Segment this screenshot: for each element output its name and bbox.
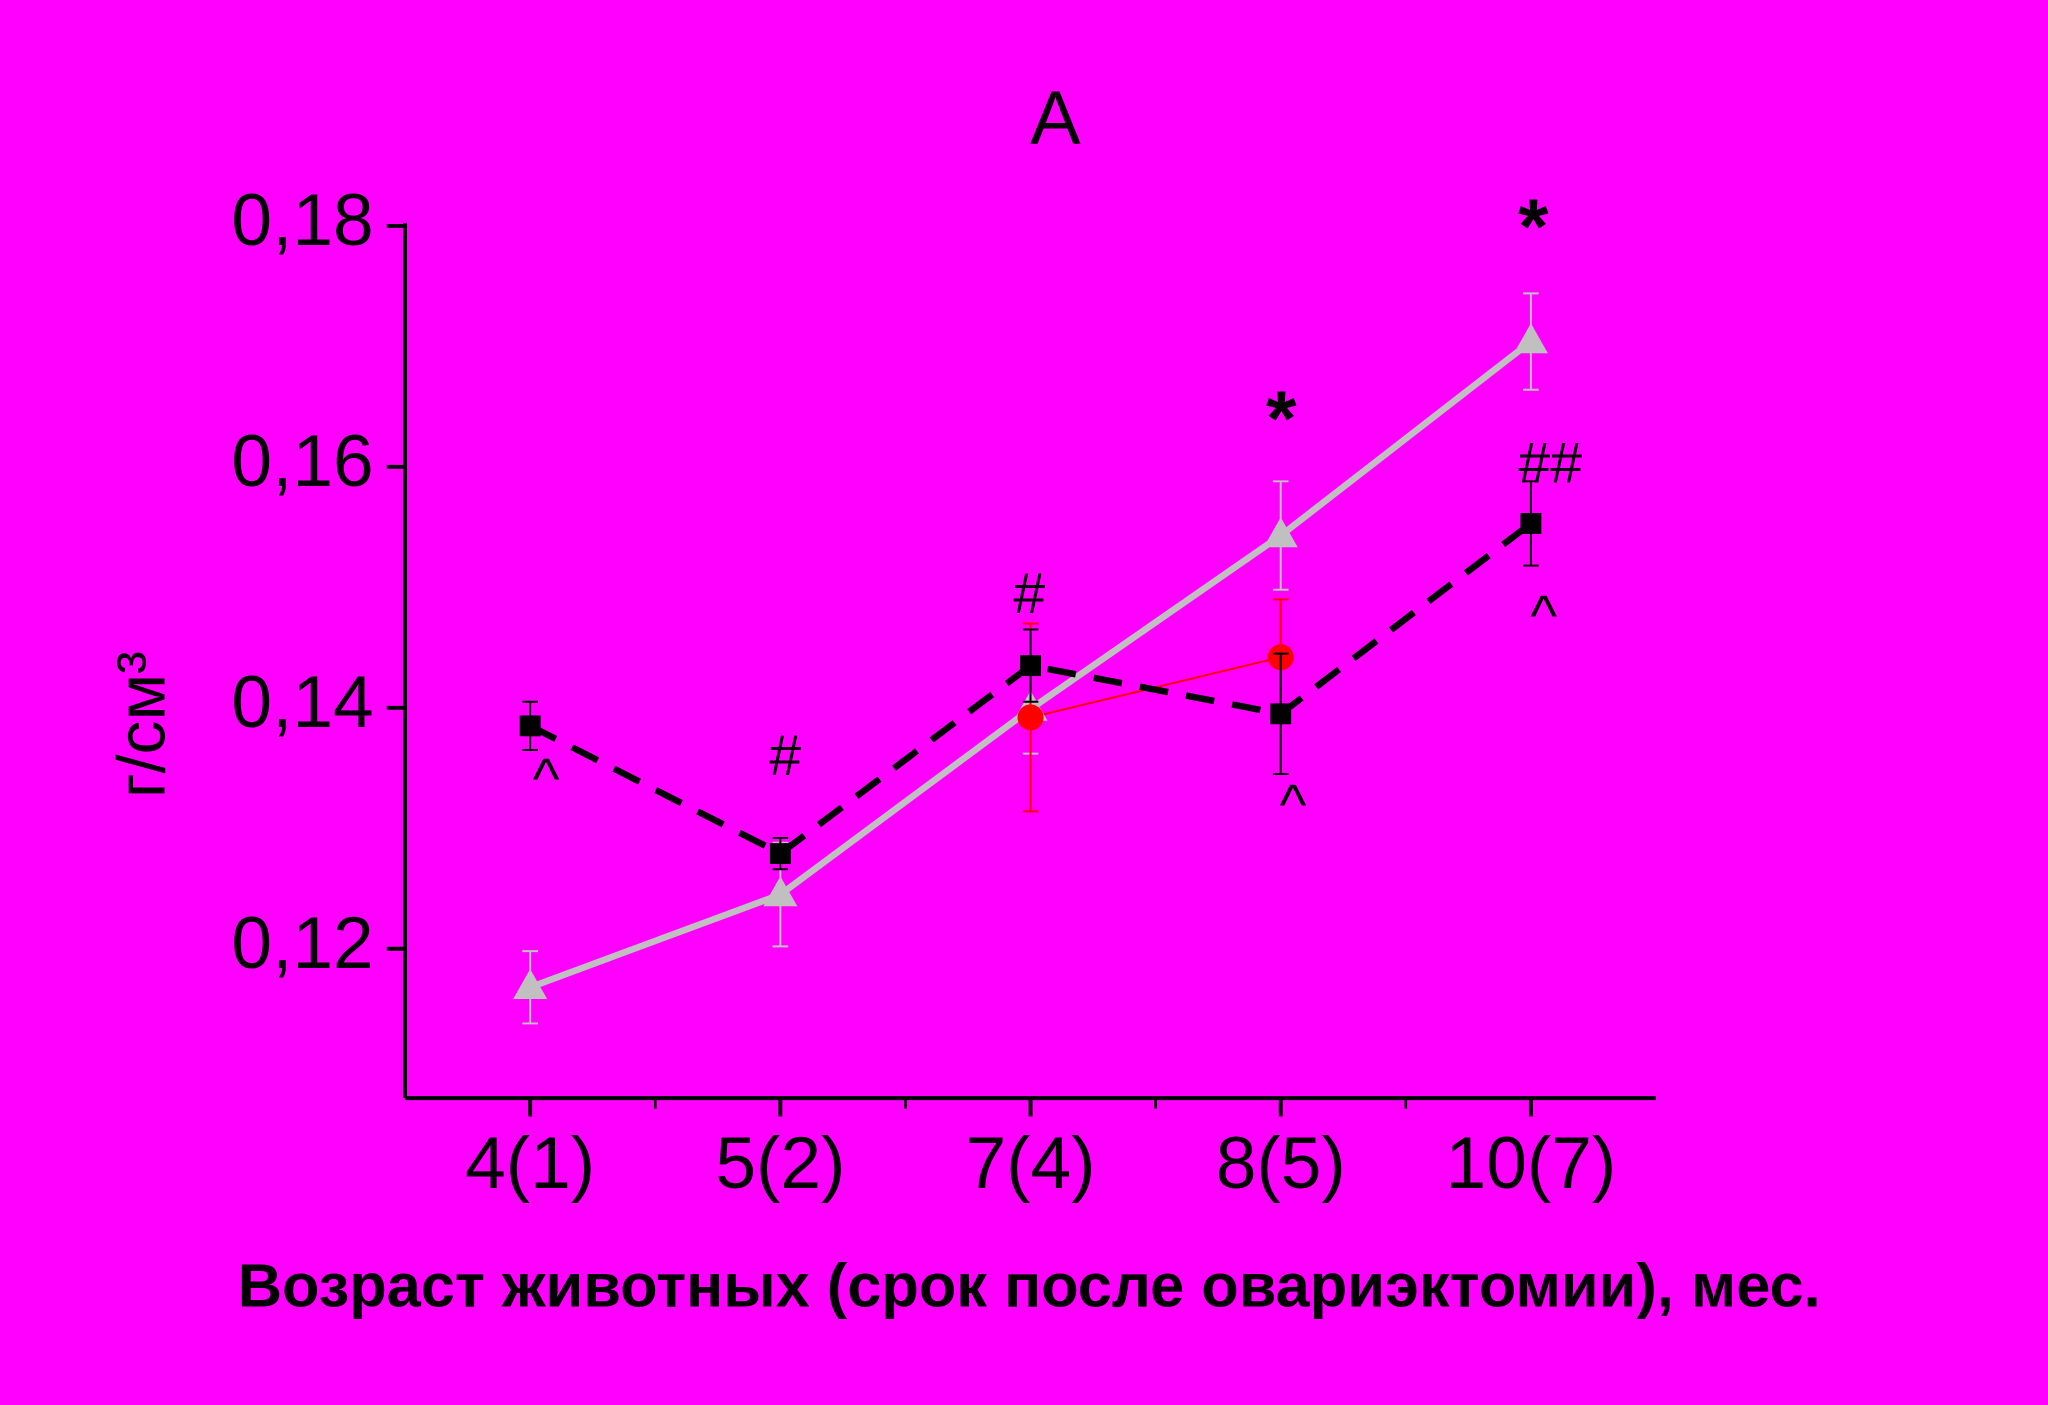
x-tick-label: 5(2)	[715, 1123, 845, 1204]
y-tick-label: 0,16	[231, 421, 373, 502]
point	[1270, 703, 1292, 725]
x-tick-label: 7(4)	[966, 1123, 1096, 1204]
y-tick-label: 0,14	[231, 662, 373, 743]
annotation: ^	[1530, 584, 1557, 648]
chart-title: A	[1030, 76, 1081, 161]
annotation: ^	[533, 748, 560, 812]
point	[1520, 513, 1542, 534]
x-axis-label: Возраст животных (срок после овариэктоми…	[238, 1251, 1821, 1320]
y-tick-label: 0,12	[231, 903, 373, 984]
annotation: *	[1518, 182, 1549, 270]
annotation: #	[1013, 562, 1045, 626]
point	[769, 843, 791, 865]
annotation: *	[1266, 374, 1297, 462]
point	[519, 715, 541, 737]
y-axis-label: г/см³	[104, 651, 179, 798]
point	[1263, 517, 1298, 548]
annotation: ##	[1518, 432, 1582, 496]
x-tick-label: 8(5)	[1216, 1123, 1346, 1204]
annotation: #	[769, 724, 801, 788]
point	[513, 969, 548, 1000]
annotation: ^	[1280, 774, 1307, 838]
x-tick-label: 10(7)	[1446, 1123, 1617, 1204]
y-tick-label: 0,18	[231, 180, 373, 261]
x-tick-label: 4(1)	[465, 1123, 595, 1204]
series-line	[528, 520, 1533, 858]
point	[1513, 323, 1548, 354]
point	[1017, 704, 1044, 731]
point	[1020, 655, 1041, 677]
point	[763, 876, 798, 907]
